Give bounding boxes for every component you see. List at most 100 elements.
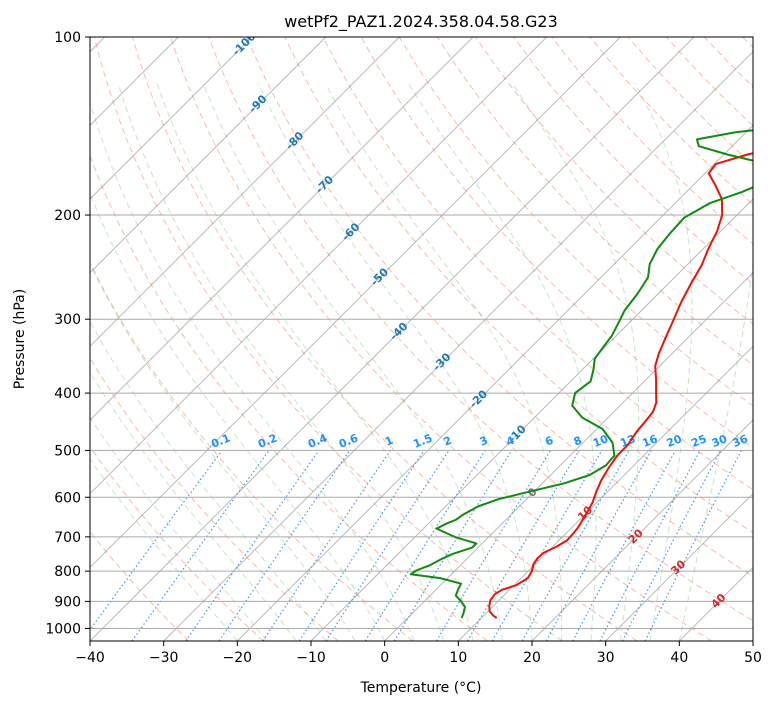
warm-isotherm-label: 40 [709,591,729,611]
dry-adiabat-line [246,37,753,577]
x-tick-label: 50 [744,650,762,666]
mixing-ratio-label: 6 [543,434,555,449]
mixing-ratio-label: 8 [572,434,584,449]
moist-adiabat-line [90,320,327,641]
isotherm-line [605,492,753,641]
y-tick-label: 1000 [45,621,81,637]
moist-adiabats [90,83,753,641]
y-tick-label: 400 [54,386,81,402]
mixing-ratio-label: 16 [640,432,659,450]
moist-adiabat-line [634,83,693,641]
dry-adiabat-line [208,37,753,622]
isotherm-line [163,50,753,641]
isotherm-line [310,198,753,641]
mixing-ratio-line [325,450,450,641]
dry-adiabat-line [551,37,753,245]
isotherm-line [90,37,253,200]
moist-adiabat-line [156,83,474,641]
mixing-ratio-line [90,450,223,631]
y-tick-label: 900 [54,594,81,610]
mixing-ratio-line [466,450,580,641]
mixing-ratio-label: 0.2 [256,432,279,451]
mixing-ratio-label: 36 [731,432,750,450]
x-tick-label: 0 [380,650,389,666]
dry-adiabat-line [170,37,712,641]
moist-adiabat-line [257,83,533,641]
dry-adiabat-line [90,261,414,641]
mixing-ratio-line [218,450,351,641]
mixing-ratio-label: 25 [689,432,708,450]
moist-adiabat-line [511,83,640,641]
y-axis-title: Pressure (hPa) [12,289,28,389]
moist-adiabat-line [202,83,503,641]
y-tick-label: 700 [54,530,81,546]
dry-adiabat-line [475,37,753,325]
isotherms [90,37,753,641]
mixing-ratio-label: 1 [383,434,395,449]
moist-adiabat-line [678,83,753,641]
mixing-ratio-line [599,450,701,641]
y-tick-label: 300 [54,312,81,328]
dry-adiabat-line [90,445,264,641]
sounding-traces [409,129,753,619]
x-tick-label: −20 [223,650,253,666]
moist-adiabat-line [90,262,356,641]
mixing-ratio-label: 0.4 [306,431,329,450]
mixing-ratio-label: 20 [665,432,684,450]
moist-adiabat-line [408,83,597,641]
y-tick-label: 200 [54,208,81,224]
x-tick-label: 30 [597,650,615,666]
x-tick-label: 20 [523,650,541,666]
isotherm-line [90,37,327,274]
isotherm-line [90,37,400,348]
dry-adiabat-line [131,37,638,641]
y-tick-label: 800 [54,564,81,580]
mixing-ratio-label: 0.1 [209,431,232,450]
y-tick-label: 100 [54,30,81,46]
mixing-ratio-label: 3 [478,434,490,449]
chart-title: wetPf2_PAZ1.2024.358.04.58.G23 [284,12,558,32]
mixing-ratio-line [298,450,425,641]
y-tick-label: 600 [54,490,81,506]
mixing-ratio-line [644,450,743,641]
moist-adiabat-line [325,83,563,641]
dry-adiabat-line [703,37,753,88]
y-axis: 100 200 300 400 500 600 700 800 900 1000 [45,30,90,637]
mixing-ratio-line [364,450,486,641]
x-axis: −40 −30 −20 −10 0 10 20 30 40 50 [75,641,762,666]
isotherm-label: -100 [230,30,259,59]
mixing-ratio-label: 10 [591,432,610,450]
dry-adiabat-line [742,37,753,49]
dry-adiabat-line [90,357,339,641]
isotherm-line [678,566,753,641]
plot-frame [89,36,754,642]
mixing-ratio-line [545,450,652,641]
isotherm-line [752,640,753,641]
isotherm-line [236,124,753,641]
warm-isotherm-label: 30 [668,557,688,577]
background-line-labels: -100-90-80-70-60-50-40-30-20-10010203040… [209,30,750,611]
dry-adiabat-line [589,37,753,205]
isotherm-label: -60 [339,220,362,243]
dry-adiabats [90,37,753,641]
x-tick-label: 40 [670,650,688,666]
dry-adiabat-line [284,37,753,534]
y-tick-label: 500 [54,443,81,459]
isotherm-line [90,37,695,641]
dry-adiabat-line [90,530,190,641]
mixing-ratio-line [185,450,320,641]
dry-adiabat-line [90,154,488,641]
mixing-ratio-label: 30 [710,432,729,450]
moist-adiabat-line [90,100,415,641]
mixing-ratio-line [621,450,722,641]
isotherm-line [457,345,753,641]
x-tick-label: −40 [75,650,105,666]
moist-adiabat-line [117,83,445,641]
dewpoint-trace [409,129,753,619]
x-tick-label: −30 [149,650,179,666]
isotherm-line [384,271,753,641]
dry-adiabat-line [93,37,563,641]
pressure-gridlines [90,37,753,629]
mixing-ratio-line [393,450,513,641]
